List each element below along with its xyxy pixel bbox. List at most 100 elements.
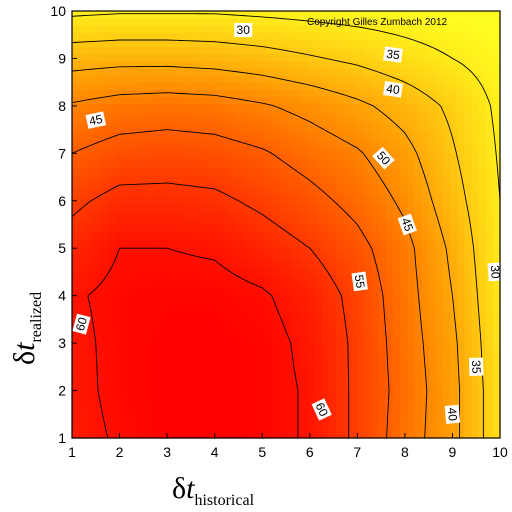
heatmap-cell <box>236 146 244 154</box>
heatmap-cell <box>414 409 423 418</box>
heatmap-cell <box>86 174 94 183</box>
heatmap-cell <box>221 274 230 283</box>
heatmap-cell <box>385 11 394 19</box>
heatmap-cell <box>114 25 123 33</box>
heatmap-cell <box>435 75 444 83</box>
heatmap-cell <box>107 231 116 240</box>
heatmap-cell <box>271 196 280 204</box>
heatmap-cell <box>442 146 451 154</box>
heatmap-cell <box>278 309 287 318</box>
heatmap-cell <box>364 117 373 126</box>
heatmap-cell <box>335 295 344 304</box>
heatmap-cell <box>485 39 494 48</box>
heatmap-cell <box>321 18 330 26</box>
heatmap-cell <box>471 131 480 140</box>
heatmap-cell <box>136 196 144 204</box>
heatmap-cell <box>236 338 244 347</box>
heatmap-cell <box>400 409 408 418</box>
heatmap-cell <box>214 231 223 240</box>
heatmap-cell <box>400 46 408 55</box>
heatmap-cell <box>464 160 473 169</box>
heatmap-cell <box>278 210 287 218</box>
heatmap-cell <box>478 416 487 425</box>
heatmap-cell <box>335 252 344 261</box>
heatmap-cell <box>186 423 194 432</box>
heatmap-cell <box>171 103 180 112</box>
heatmap-cell <box>343 260 351 268</box>
heatmap-cell <box>464 345 473 354</box>
heatmap-cell <box>293 53 301 62</box>
heatmap-cell <box>393 331 401 339</box>
heatmap-cell <box>371 203 380 211</box>
heatmap-cell <box>464 288 473 297</box>
heatmap-cell <box>150 359 159 368</box>
heatmap-cell <box>221 181 230 190</box>
heatmap-cell <box>200 295 209 304</box>
heatmap-cell <box>121 210 130 218</box>
heatmap-cell <box>228 210 237 218</box>
heatmap-cell <box>193 196 201 204</box>
heatmap-cell <box>300 75 308 83</box>
heatmap-cell <box>492 295 501 304</box>
heatmap-cell <box>236 416 244 425</box>
heatmap-cell <box>257 174 266 183</box>
heatmap-cell <box>364 167 373 176</box>
heatmap-cell <box>236 302 244 311</box>
contour-label-text: 60 <box>73 316 90 333</box>
heatmap-cell <box>86 331 94 339</box>
heatmap-cell <box>143 260 152 268</box>
heatmap-cell <box>300 295 308 304</box>
heatmap-cell <box>114 124 123 133</box>
heatmap-cell <box>250 331 259 339</box>
heatmap-cell <box>421 302 430 311</box>
x-tick-label: 3 <box>163 444 171 460</box>
heatmap-cell <box>385 231 394 240</box>
heatmap-cell <box>164 18 173 26</box>
heatmap-cell <box>207 53 216 62</box>
heatmap-cell <box>385 131 394 140</box>
heatmap-cell <box>350 53 358 62</box>
heatmap-cell <box>264 110 273 119</box>
heatmap-cell <box>314 75 323 83</box>
heatmap-cell <box>307 60 316 69</box>
heatmap-cell <box>228 203 237 211</box>
heatmap-cell <box>157 146 166 154</box>
heatmap-cell <box>335 317 344 325</box>
heatmap-cell <box>464 395 473 404</box>
heatmap-cell <box>393 245 401 254</box>
heatmap-cell <box>200 430 209 439</box>
heatmap-cell <box>364 217 373 226</box>
heatmap-cell <box>129 160 137 169</box>
heatmap-cell <box>79 338 87 347</box>
contour-label: 35 <box>383 46 403 63</box>
heatmap-cell <box>193 281 201 290</box>
heatmap-cell <box>72 160 80 169</box>
heatmap-cell <box>114 110 123 119</box>
heatmap-cell <box>93 124 102 133</box>
heatmap-cell <box>150 238 159 247</box>
heatmap-cell <box>314 238 323 247</box>
heatmap-cell <box>129 373 137 382</box>
heatmap-cell <box>121 75 130 83</box>
heatmap-cell <box>221 203 230 211</box>
heatmap-cell <box>157 18 166 26</box>
heatmap-cell <box>428 302 437 311</box>
heatmap-cell <box>286 110 294 119</box>
heatmap-cell <box>186 167 194 176</box>
heatmap-cell <box>328 39 337 48</box>
heatmap-cell <box>407 210 415 218</box>
heatmap-cell <box>442 103 451 112</box>
heatmap-cell <box>407 124 415 133</box>
heatmap-cell <box>207 60 216 69</box>
heatmap-cell <box>314 131 323 140</box>
heatmap-cell <box>264 181 273 190</box>
heatmap-cell <box>293 60 301 69</box>
heatmap-cell <box>171 188 180 197</box>
heatmap-cell <box>193 430 201 439</box>
heatmap-cell <box>221 25 230 33</box>
heatmap-cell <box>371 359 380 368</box>
heatmap-cell <box>143 224 152 233</box>
heatmap-cell <box>107 267 116 275</box>
heatmap-cell <box>214 245 223 254</box>
heatmap-cell <box>307 224 316 233</box>
